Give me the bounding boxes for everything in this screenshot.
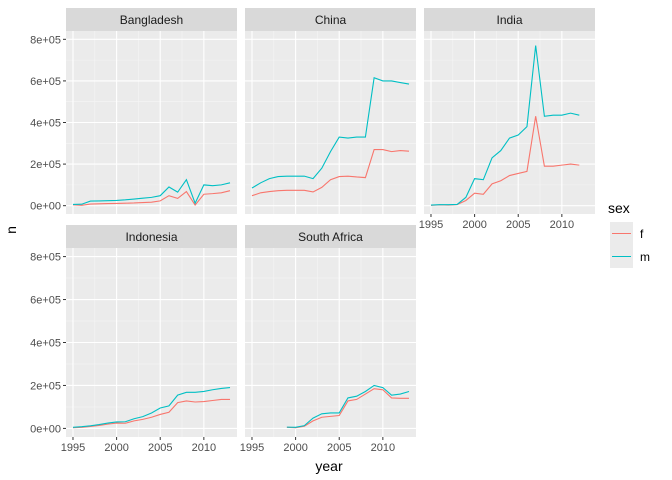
y-tick-label: 2e+05 (30, 380, 61, 392)
y-tick-label: 2e+05 (30, 159, 61, 171)
x-tick-label: 2005 (506, 219, 530, 231)
x-tick-label: 1995 (61, 442, 85, 454)
facet-strip (66, 225, 237, 248)
legend-keys: fm (610, 222, 650, 268)
facet-panel: South Africa 1995 2000 2005 2010 (240, 225, 416, 454)
y-tick-label: 0e+00 (30, 201, 61, 213)
series-line-m (430, 45, 580, 206)
x-axis-title: year (315, 458, 343, 474)
y-tick-label: 8e+05 (30, 34, 61, 46)
y-tick-label: 6e+05 (30, 295, 61, 307)
x-tick-label: 2010 (550, 219, 574, 231)
y-tick-label: 0e+00 (30, 423, 61, 435)
series-line-m (251, 77, 410, 189)
x-tick-label: 2010 (371, 442, 395, 454)
facet-strip-label: Bangladesh (120, 13, 183, 27)
facet-strip (245, 225, 416, 248)
x-tick-label: 2000 (104, 442, 128, 454)
series-line-m (72, 178, 231, 205)
y-tick-label: 4e+05 (30, 338, 61, 350)
panels: Bangladesh 0e+00 2e+05 4e+05 6e+05 8e+05 China… (30, 8, 595, 454)
facet-strip-label: India (496, 13, 522, 27)
legend-label: f (640, 227, 644, 241)
facet-strip (245, 8, 416, 31)
series-line-f (251, 148, 410, 197)
legend-key-m: m (610, 245, 650, 268)
y-tick-label: 6e+05 (30, 76, 61, 88)
legend-title: sex (608, 200, 630, 216)
facet-strip (66, 8, 237, 31)
x-tick-label: 2000 (462, 219, 486, 231)
x-tick-label: 2005 (148, 442, 172, 454)
y-tick-label: 8e+05 (30, 252, 61, 264)
series-line-m (286, 384, 410, 428)
facet-panel: China (245, 8, 416, 214)
x-tick-label: 1995 (240, 442, 264, 454)
legend-key-f: f (610, 222, 644, 245)
x-tick-label: 2010 (192, 442, 216, 454)
legend: sex fm (608, 200, 650, 268)
x-tick-label: 2005 (327, 442, 351, 454)
series-line-f (72, 190, 231, 206)
legend-label: m (640, 250, 650, 264)
x-tick-label: 1995 (419, 219, 443, 231)
y-axis-title: n (3, 226, 19, 234)
facet-panel: India 1995 2000 2005 2010 (419, 8, 595, 231)
facet-strip-label: China (315, 13, 347, 27)
x-tick-label: 2000 (283, 442, 307, 454)
facet-panel: Indonesia 0e+00 2e+05 4e+05 6e+05 8e+05 1995 20… (30, 225, 237, 454)
series-line-f (286, 388, 410, 429)
facet-strip-label: Indonesia (125, 230, 177, 244)
series-line-m (72, 387, 231, 428)
facet-strip (424, 8, 595, 31)
series-line-f (72, 398, 231, 429)
facet-panel: Bangladesh 0e+00 2e+05 4e+05 6e+05 8e+05 (30, 8, 237, 214)
y-tick-label: 4e+05 (30, 118, 61, 130)
facet-strip-label: South Africa (298, 230, 363, 244)
